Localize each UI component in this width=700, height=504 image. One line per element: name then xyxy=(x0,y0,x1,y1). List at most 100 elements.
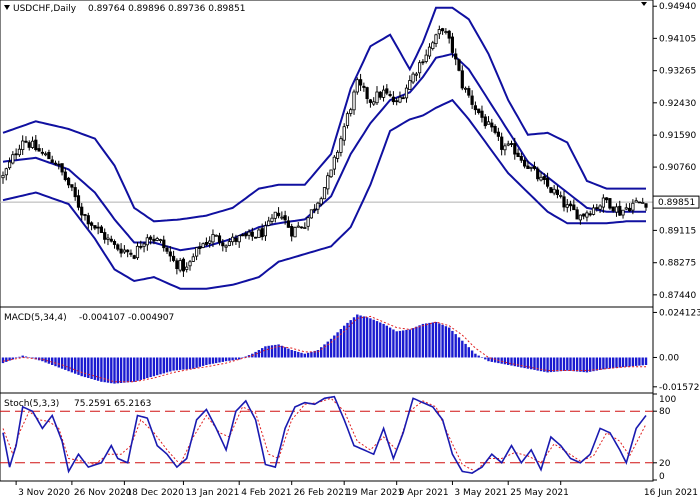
macd-bar xyxy=(520,357,523,368)
x-tick-label: 19 Mar 2021 xyxy=(346,488,403,498)
macd-bar xyxy=(359,315,362,358)
candle-bull xyxy=(178,260,182,271)
candle-bear xyxy=(391,96,396,103)
current-price-label: 0.89851 xyxy=(658,198,695,208)
macd-bar xyxy=(290,350,293,358)
candle-bull xyxy=(135,245,140,259)
price-layer xyxy=(0,6,653,290)
macd-bar xyxy=(238,357,241,360)
macd-bar xyxy=(74,357,77,374)
macd-bar xyxy=(339,329,343,358)
macd-bar xyxy=(461,340,464,358)
macd-bar xyxy=(103,357,106,383)
macd-bar xyxy=(362,316,366,358)
candle-bull xyxy=(230,236,235,243)
macd-bar xyxy=(470,350,474,358)
candle-bear xyxy=(477,108,481,113)
collapse-triangle-icon xyxy=(4,5,10,10)
macd-bar xyxy=(136,357,139,381)
candle-bear xyxy=(70,184,74,188)
macd-bar xyxy=(536,357,539,371)
candle-bear xyxy=(549,187,553,193)
macd-bar xyxy=(415,326,418,358)
macd-bar xyxy=(444,326,448,358)
macd-bar xyxy=(579,357,582,372)
candle-bear xyxy=(83,214,87,216)
candle-bull xyxy=(191,256,195,262)
candle-bull xyxy=(349,109,353,114)
candle-bull xyxy=(201,243,205,248)
candle-bear xyxy=(139,245,143,248)
macd-bar xyxy=(480,357,484,358)
x-tick-label: 9 Apr 2021 xyxy=(399,488,449,498)
candle-bear xyxy=(112,240,117,245)
macd-bar xyxy=(100,357,103,382)
candle-bear xyxy=(27,142,31,148)
bollinger-upper-line xyxy=(2,6,646,223)
macd-bar xyxy=(428,322,431,358)
candle-bear xyxy=(86,215,90,225)
candle-bull xyxy=(552,188,556,194)
macd-bar xyxy=(523,357,526,369)
macd-bar xyxy=(106,357,110,383)
candle-bull xyxy=(345,113,350,126)
macd-bar xyxy=(618,357,621,368)
macd-bar xyxy=(562,357,566,371)
macd-bar xyxy=(221,357,224,362)
macd-bar xyxy=(119,357,123,383)
candle-bull xyxy=(631,202,635,211)
macd-bar xyxy=(277,344,280,358)
candle-bear xyxy=(96,226,100,229)
candle-bull xyxy=(414,73,419,76)
candle-bear xyxy=(421,61,425,64)
candle-bear xyxy=(644,203,648,208)
candle-bear xyxy=(181,258,185,272)
macd-bar xyxy=(369,318,372,358)
macd-bar xyxy=(631,357,635,367)
macd-bar xyxy=(198,357,201,367)
macd-bar xyxy=(572,357,575,372)
macd-bar xyxy=(300,352,303,358)
candle-bear xyxy=(605,197,609,201)
macd-bar xyxy=(83,357,87,378)
candle-bull xyxy=(381,89,386,98)
macd-bar xyxy=(182,357,185,370)
candle-bull xyxy=(270,217,274,222)
candle-bear xyxy=(562,196,566,208)
candle-bull xyxy=(559,194,563,197)
candle-bull xyxy=(585,212,589,218)
chart-shift-icon xyxy=(641,2,647,6)
macd-bar xyxy=(566,357,569,371)
macd-bar xyxy=(21,355,24,358)
candle-bear xyxy=(523,159,527,167)
macd-bar xyxy=(47,357,51,364)
price-header: USDCHF,Daily 0.89764 0.89896 0.89736 0.8… xyxy=(4,4,245,14)
candle-bull xyxy=(375,91,379,104)
macd-bar xyxy=(96,357,100,381)
candle-bear xyxy=(109,238,113,242)
candle-bull xyxy=(4,168,8,176)
macd-bar xyxy=(346,322,349,358)
macd-bar xyxy=(379,322,382,358)
macd-bar xyxy=(516,357,520,367)
macd-bar xyxy=(195,357,198,368)
macd-bar xyxy=(500,357,503,364)
macd-bar xyxy=(149,357,152,378)
candle-bear xyxy=(198,246,202,249)
candle-bull xyxy=(21,140,25,151)
macd-bar xyxy=(539,357,543,372)
macd-bar xyxy=(454,334,457,358)
macd-bar xyxy=(405,329,408,358)
candle-bear xyxy=(67,177,71,186)
macd-bar xyxy=(612,357,615,369)
candle-bull xyxy=(352,91,356,111)
candle-bull xyxy=(322,187,327,200)
macd-bar xyxy=(615,357,618,368)
macd-bar xyxy=(244,356,247,358)
macd-bar xyxy=(451,330,454,358)
macd-bar xyxy=(14,357,18,359)
candle-bull xyxy=(208,240,212,244)
macd-bar xyxy=(326,341,329,358)
macd-bar xyxy=(113,357,116,384)
x-tick-label: 4 Feb 2021 xyxy=(241,488,291,498)
